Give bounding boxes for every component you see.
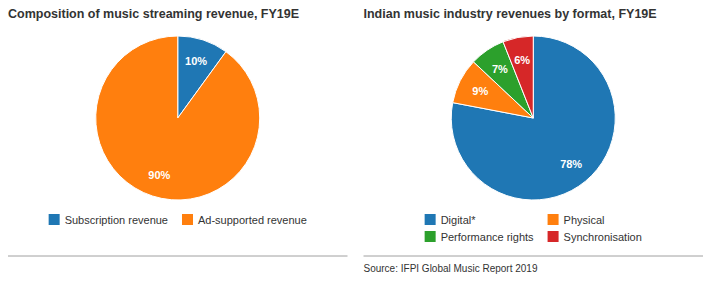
- chart-title: Composition of music streaming revenue, …: [8, 7, 299, 21]
- legend-swatch: [425, 214, 436, 225]
- separator: [8, 256, 348, 257]
- legend-label: Ad-supported revenue: [198, 214, 307, 226]
- legend-swatch: [49, 214, 60, 225]
- data-label: 6%: [514, 54, 530, 66]
- separator: [364, 256, 704, 257]
- legend-item: Ad-supported revenue: [182, 214, 307, 226]
- data-label: 90%: [148, 169, 170, 181]
- pie: 10% 90%: [96, 36, 260, 200]
- legend-swatch: [548, 231, 559, 242]
- legend-swatch: [425, 231, 436, 242]
- legend-item: Synchronisation: [548, 231, 642, 243]
- legend-swatch: [548, 214, 559, 225]
- chart-root: Composition of music streaming revenue, …: [0, 0, 711, 297]
- chart-title: Indian music industry revenues by format…: [364, 7, 657, 21]
- pie-slice: [503, 36, 533, 118]
- data-label: 9%: [472, 85, 488, 97]
- legend-item: Digital*: [425, 214, 477, 226]
- data-label: 10%: [185, 55, 207, 67]
- panel: Indian music industry revenues by format…: [364, 7, 704, 274]
- legend-item: Physical: [548, 214, 605, 226]
- legend-item: Performance rights: [425, 231, 534, 243]
- pie-slice: [96, 36, 260, 200]
- legend: Digital* Physical Performance rights Synchr…: [425, 214, 642, 243]
- legend-label: Physical: [564, 214, 605, 226]
- legend-label: Digital*: [441, 214, 477, 226]
- legend: Subscription revenue Ad-supported revenue: [49, 214, 307, 226]
- legend-label: Performance rights: [441, 231, 534, 243]
- legend-swatch: [182, 214, 193, 225]
- data-label: 78%: [560, 158, 582, 170]
- legend-label: Synchronisation: [564, 231, 642, 243]
- pie: 78% 9% 7% 6%: [451, 36, 615, 200]
- data-label: 7%: [492, 63, 508, 75]
- legend-item: Subscription revenue: [49, 214, 168, 226]
- annotation: Source: IFPI Global Music Report 2019: [364, 263, 538, 274]
- pie-slice: [451, 36, 615, 200]
- panel: Composition of music streaming revenue, …: [8, 7, 348, 256]
- legend-label: Subscription revenue: [65, 214, 168, 226]
